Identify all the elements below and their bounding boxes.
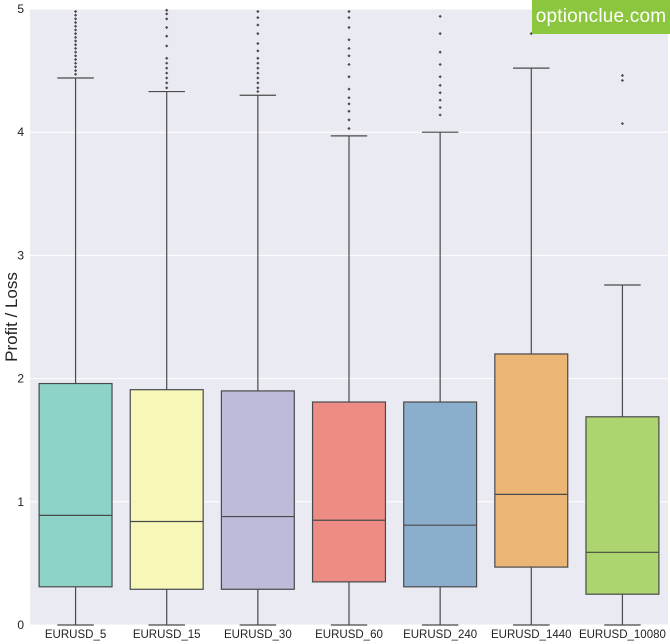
x-tick-label: EURUSD_15 [133,629,201,641]
outlier-point [347,25,351,30]
outlier-point [347,87,351,91]
outlier-point [73,65,78,69]
iqr-box [220,390,295,590]
outlier-point [73,43,78,47]
outlier-point [256,86,260,90]
outlier-point [438,105,442,110]
y-tick-label: 2 [17,372,24,386]
outlier-point [165,12,169,16]
outlier-point [73,9,78,14]
outlier-point [438,83,442,87]
outlier-point [347,62,351,67]
outlier-point [438,98,442,102]
outlier-point [256,81,260,85]
outlier-point [73,61,78,65]
y-tick-label: 0 [17,618,24,632]
outlier-point [73,69,78,73]
outlier-point [73,57,78,62]
outlier-point [73,46,78,51]
outlier-point [165,34,169,38]
outlier-point [347,38,351,42]
outlier-point [347,16,351,20]
iqr-box [585,416,660,595]
outlier-point [347,96,351,100]
x-tick-label: EURUSD_10080 [579,629,666,641]
outlier-point [347,126,351,131]
y-axis-title: Profit / Loss [2,272,21,362]
iqr-box [38,382,113,588]
outlier-point [73,28,78,32]
outlier-point [256,71,260,75]
outlier-point [256,49,260,53]
outlier-point [256,23,260,27]
outlier-point [73,72,78,76]
outlier-point [347,9,351,14]
outlier-point [438,75,442,79]
outlier-point [347,109,351,113]
outlier-point [165,17,169,21]
x-tick-label: EURUSD_60 [315,629,383,641]
outlier-point [73,39,78,43]
outlier-point [165,61,169,65]
outlier-point [438,91,442,95]
outlier-point [347,46,351,51]
x-tick-label: EURUSD_5 [45,629,106,641]
outlier-point [256,9,260,14]
outlier-point [165,44,169,48]
y-tick-label: 5 [17,2,24,16]
outlier-point [73,13,78,17]
y-tick-label: 3 [17,248,24,262]
y-tick-label: 1 [17,495,24,509]
outlier-point [73,24,78,28]
outlier-point [165,86,169,90]
outlier-point [438,32,442,36]
outlier-point [256,61,260,65]
y-tick-label: 4 [17,125,24,139]
x-tick-label: EURUSD_1440 [491,629,572,641]
outlier-point [347,75,351,79]
outlier-point [347,54,351,58]
outlier-point [256,41,260,46]
outlier-point [256,76,260,80]
x-tick-label: EURUSD_240 [403,629,477,641]
iqr-box [494,353,569,568]
outlier-point [165,76,169,80]
outlier-point [256,32,260,36]
x-tick-label: EURUSD_30 [224,629,292,641]
iqr-box [129,389,204,590]
outlier-point [165,25,169,30]
iqr-box [403,401,478,588]
outlier-point [165,71,169,75]
outlier-point [347,118,351,122]
outlier-point [256,16,260,20]
outlier-point [165,56,169,60]
outlier-point [620,78,625,83]
outlier-point [438,62,442,67]
outlier-point [165,8,169,12]
outlier-point [256,66,260,70]
watermark-badge: optionclue.com [532,0,670,34]
outlier-point [165,66,169,70]
outlier-point [73,54,78,58]
iqr-box [311,401,387,583]
outlier-point [347,102,351,106]
outlier-point [438,50,442,54]
outlier-point [620,121,625,126]
outlier-point [256,56,260,60]
outlier-point [256,89,260,94]
outlier-point [73,17,78,21]
outlier-point [73,35,78,39]
outlier-point [438,14,442,18]
outlier-point [73,32,78,36]
outlier-point [438,113,442,117]
outlier-point [73,20,78,25]
outlier-point [620,73,625,78]
outlier-point [73,50,78,54]
outlier-point [165,81,169,85]
